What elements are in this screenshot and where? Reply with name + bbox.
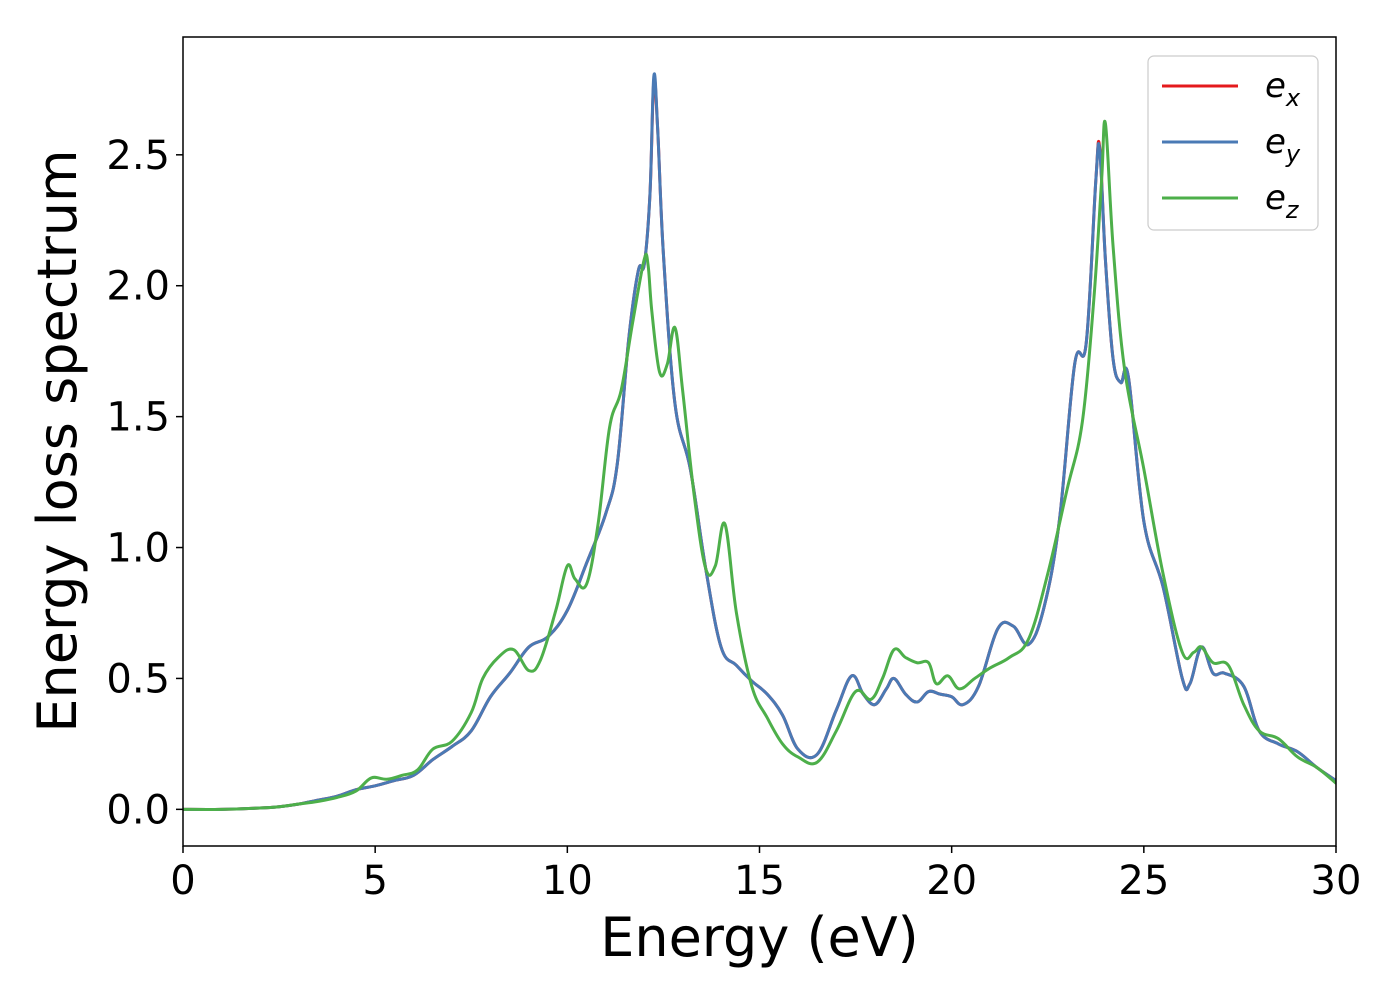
legend-label-subscript: z (1285, 196, 1300, 224)
x-tick-label: 20 (926, 858, 977, 904)
y-tick-label: 2.0 (106, 264, 170, 310)
y-tick-label: 0.0 (106, 787, 170, 833)
legend-label: ey (1265, 122, 1301, 168)
y-axis-ticks: 0.0 0.5 1.0 1.5 2.0 2.5 (106, 133, 183, 833)
x-tick-label: 25 (1118, 858, 1169, 904)
series-line-e-y (183, 72, 1336, 811)
legend-label: ez (1265, 178, 1300, 224)
legend-label-subscript: x (1285, 84, 1301, 112)
x-tick-label: 5 (362, 858, 387, 904)
x-tick-label: 10 (542, 858, 593, 904)
series-line-e-z (183, 119, 1336, 811)
y-tick-label: 0.5 (106, 656, 170, 702)
legend-label-main: e (1265, 122, 1286, 162)
x-tick-label: 0 (170, 858, 195, 904)
series-layer (183, 72, 1336, 811)
x-tick-label: 30 (1311, 858, 1362, 904)
legend-label: ex (1265, 66, 1301, 112)
legend-label-subscript: y (1285, 140, 1301, 168)
x-axis-ticks: 0 5 10 15 20 25 30 (170, 846, 1361, 904)
legend-label-main: e (1265, 66, 1286, 106)
plot-area (183, 37, 1336, 846)
x-tick-label: 15 (734, 858, 785, 904)
y-axis-label: Energy loss spectrum (26, 149, 89, 732)
x-axis-label: Energy (eV) (600, 906, 919, 969)
y-tick-label: 1.0 (106, 526, 170, 572)
y-tick-label: 2.5 (106, 133, 170, 179)
y-tick-label: 1.5 (106, 395, 170, 441)
legend-label-main: e (1265, 178, 1286, 218)
